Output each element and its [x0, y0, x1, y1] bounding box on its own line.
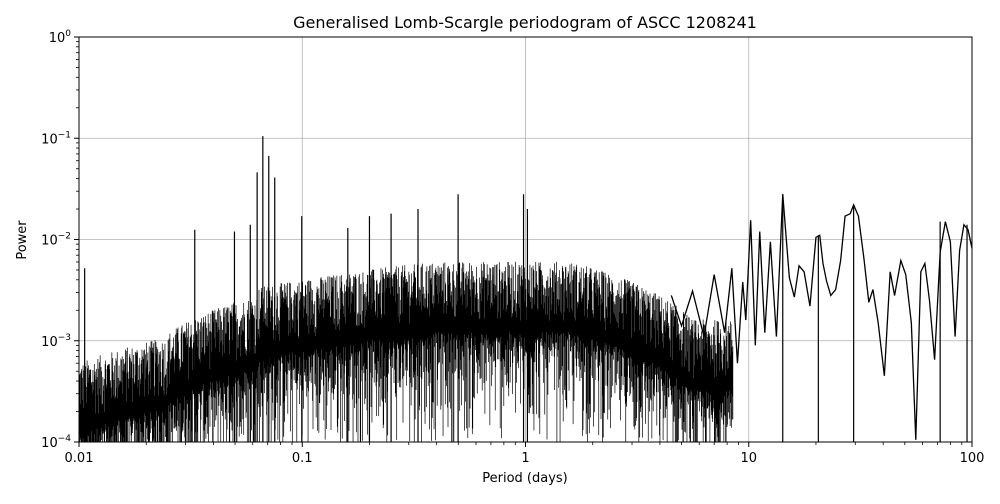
x-tick-label: 10	[740, 451, 757, 466]
x-tick-label: 0.1	[292, 451, 313, 466]
y-axis-label: Power	[15, 220, 30, 260]
periodogram-noise-forest	[78, 261, 734, 442]
periodogram-peaks	[84, 136, 968, 442]
y-axis-ticks: 10−4 10−3 10−2 10−1 100	[41, 29, 79, 451]
x-tick-label: 1	[521, 451, 529, 466]
y-tick-label: 10−2	[41, 232, 71, 249]
y-tick-label: 10−3	[41, 333, 71, 350]
chart-title: Generalised Lomb-Scargle periodogram of …	[293, 13, 757, 32]
x-axis-label: Period (days)	[482, 471, 568, 486]
y-tick-label: 10−4	[41, 434, 71, 451]
x-tick-label: 100	[960, 451, 985, 466]
periodogram-series-line	[670, 194, 973, 440]
x-tick-label: 0.01	[65, 451, 94, 466]
y-tick-label: 100	[49, 29, 72, 46]
y-tick-label: 10−1	[41, 130, 71, 147]
x-axis-ticks: 0.01 0.1 1 10 100	[65, 442, 985, 466]
